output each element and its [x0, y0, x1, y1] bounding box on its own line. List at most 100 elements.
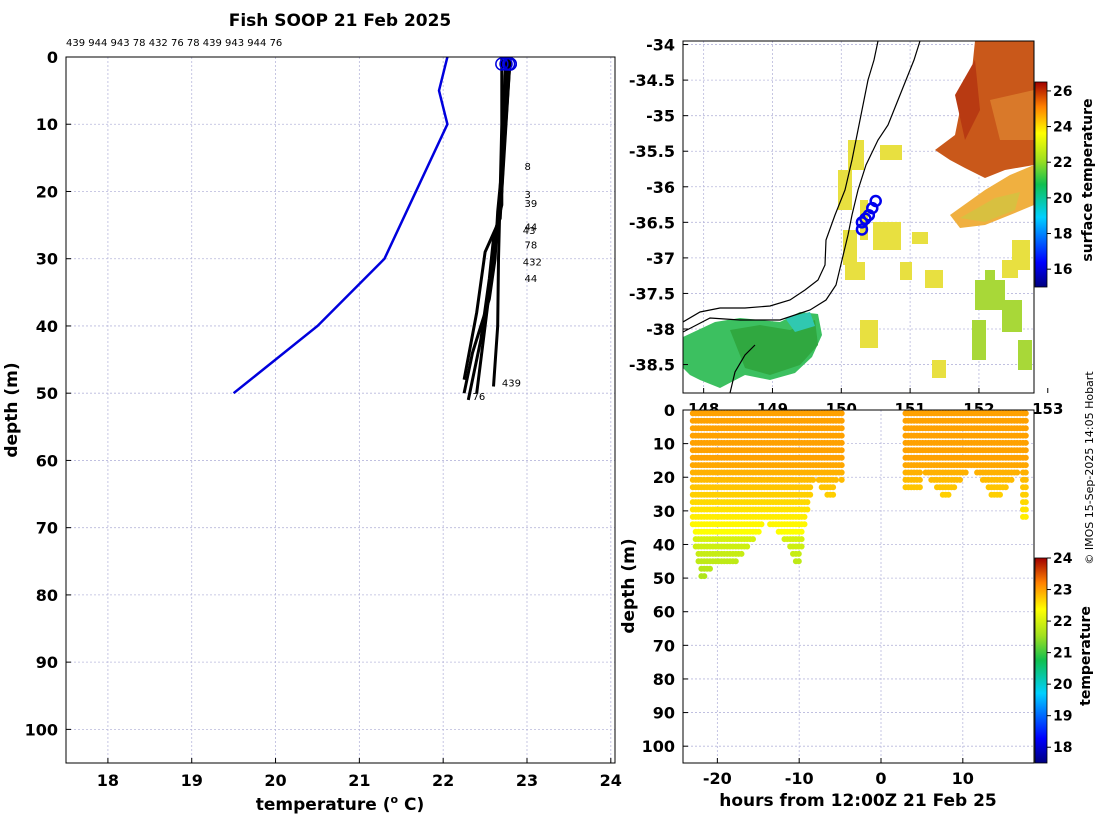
section-temperature-point [838, 476, 845, 483]
chart-title: Fish SOOP 21 Feb 2025 [229, 11, 452, 31]
section-y-tick-label: 40 [653, 535, 675, 554]
profile-surface-markers [495, 57, 517, 71]
map-y-tick-label: -36 [646, 178, 675, 197]
profile-y-tick-label: 60 [36, 451, 58, 470]
map-y-tick-label: -37.5 [629, 284, 675, 303]
section-temperature-point [804, 499, 811, 506]
section-temperature-point [1022, 513, 1029, 520]
section-x-tick-label: 10 [952, 769, 974, 788]
section-temperature-point [750, 536, 756, 543]
profile-black-cast [492, 57, 504, 387]
map-y-tick-label: -38 [646, 320, 675, 339]
map-colorbar-tick-label: 22 [1053, 155, 1072, 171]
profile-id-header: 439 944 943 78 432 76 78 439 943 944 76 [66, 38, 282, 49]
section-y-ticks: 0 10 20 30 40 50 60 70 80 90 100 [642, 401, 688, 756]
map-x-tick-label: 153 [1032, 400, 1063, 418]
profile-surface-marker [501, 57, 516, 71]
section-temperature-point [758, 521, 765, 528]
section-temperature-point [810, 476, 817, 483]
map-y-tick-label: -34.5 [629, 71, 675, 90]
coastline [683, 41, 879, 323]
profile-y-tick-label: 50 [36, 384, 58, 403]
section-temperature-point [1022, 484, 1029, 491]
profile-x-ticks: 18 19 20 21 22 23 24 [97, 758, 622, 790]
section-temperature-point [962, 469, 969, 476]
sst-cool-spot [785, 312, 815, 332]
section-temperature-point [957, 476, 963, 483]
section-colorbar-label: temperature [1078, 606, 1094, 706]
section-y-tick-label: 10 [653, 435, 675, 454]
section-temperature-point [801, 521, 808, 528]
profile-cast-label: 44 [524, 222, 537, 233]
section-axes-frame [682, 409, 1035, 764]
map-colorbar-label: surface temperature [1080, 98, 1096, 261]
map-y-tick-label: -34 [646, 36, 675, 55]
section-temperature-point [795, 550, 802, 557]
section-temperature-point [807, 491, 814, 498]
section-temperature-point [838, 417, 845, 424]
section-y-tick-label: 30 [653, 502, 675, 521]
profile-x-tick-label: 20 [264, 771, 286, 790]
profile-cast-label: 43 [523, 226, 536, 237]
section-temperature-point [838, 454, 845, 461]
section-temperature-point [1008, 476, 1015, 483]
section-colorbar-tick-label: 20 [1053, 677, 1073, 693]
map-colorbar-tick-label: 16 [1053, 262, 1072, 278]
section-temperature-point [1022, 439, 1029, 446]
section-y-tick-label: 80 [653, 670, 675, 689]
map-y-tick-label: -38.5 [629, 356, 675, 375]
profile-cast-label: 439 [502, 378, 521, 389]
section-temperature-point [798, 528, 805, 535]
map-colorbar-tick-label: 20 [1053, 191, 1073, 207]
profile-x-tick-label: 18 [97, 771, 119, 790]
map-colorbar-tick-label: 26 [1053, 84, 1072, 100]
profile-blue-line [232, 57, 449, 395]
section-temperature-point [1022, 491, 1029, 498]
section-temperature-point [916, 469, 923, 476]
profile-x-tick-label: 19 [181, 771, 203, 790]
section-y-axis-label: depth (m) [619, 538, 639, 633]
section-temperature-point [997, 491, 1003, 498]
map-y-tick-label: -36.5 [629, 213, 675, 232]
section-colorbar-tick-label: 22 [1053, 614, 1072, 630]
section-temperature-point [838, 439, 845, 446]
section-temperature-point [838, 462, 845, 469]
sst-hot-edge [955, 60, 980, 140]
section-temperature-point [1022, 469, 1029, 476]
profile-axes-frame [65, 56, 616, 764]
profile-cast-label: 432 [523, 257, 542, 268]
map-colorbar [1034, 81, 1048, 288]
section-temperature-point [1022, 499, 1029, 506]
profile-y-axis-label: depth (m) [2, 362, 22, 457]
section-x-tick-label: -10 [785, 769, 814, 788]
profile-y-tick-label: 80 [36, 586, 58, 605]
sst-warm-region [935, 41, 1034, 178]
section-colorbar-tick-label: 19 [1053, 709, 1072, 725]
profile-y-tick-label: 10 [36, 115, 58, 134]
map-axes-frame [682, 40, 1035, 394]
profile-cast-label: 39 [524, 199, 537, 210]
section-colorbar-tick-label: 21 [1053, 646, 1072, 662]
profile-black-casts [462, 57, 512, 401]
section-temperature-point [838, 410, 845, 417]
section-temperature-point [951, 484, 958, 491]
section-temperature-point [801, 513, 808, 520]
map-y-tick-label: -37 [646, 249, 675, 268]
map-y-ticks: -34 -34.5 -35 -35.5 -36 -36.5 -37 -37.5 -38 -38.5 [629, 36, 688, 375]
section-temperature-point [838, 469, 845, 476]
section-x-axis-label: hours from 12:00Z 21 Feb 25 [719, 791, 997, 811]
profile-x-tick-label: 22 [432, 771, 454, 790]
section-temperature-point [830, 491, 837, 498]
section-temperature-point [1022, 417, 1029, 424]
profile-y-tick-label: 0 [47, 48, 58, 67]
profile-cast-label: 3 [524, 190, 530, 201]
profile-cast-label: 44 [524, 274, 537, 285]
section-x-ticks: -20 -10 0 10 [703, 758, 974, 788]
section-temperature-point [804, 506, 811, 513]
profile-surface-marker [495, 57, 509, 71]
section-temperature-point [1022, 410, 1029, 417]
profile-x-tick-label: 24 [600, 771, 622, 790]
section-temperature-point [916, 484, 923, 491]
profile-x-tick-label: 23 [516, 771, 538, 790]
